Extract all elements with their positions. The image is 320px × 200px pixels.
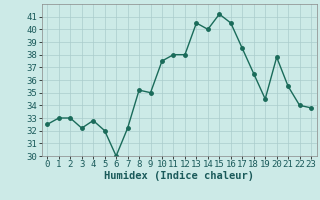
X-axis label: Humidex (Indice chaleur): Humidex (Indice chaleur): [104, 171, 254, 181]
